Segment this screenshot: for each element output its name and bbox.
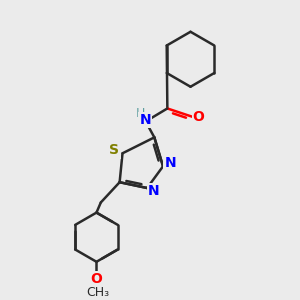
Text: O: O xyxy=(91,272,102,286)
Text: O: O xyxy=(193,110,205,124)
Text: S: S xyxy=(110,143,119,158)
Text: CH₃: CH₃ xyxy=(86,286,110,299)
Text: N: N xyxy=(139,113,151,127)
Text: N: N xyxy=(164,156,176,170)
Text: N: N xyxy=(148,184,159,199)
Text: H: H xyxy=(136,107,145,120)
